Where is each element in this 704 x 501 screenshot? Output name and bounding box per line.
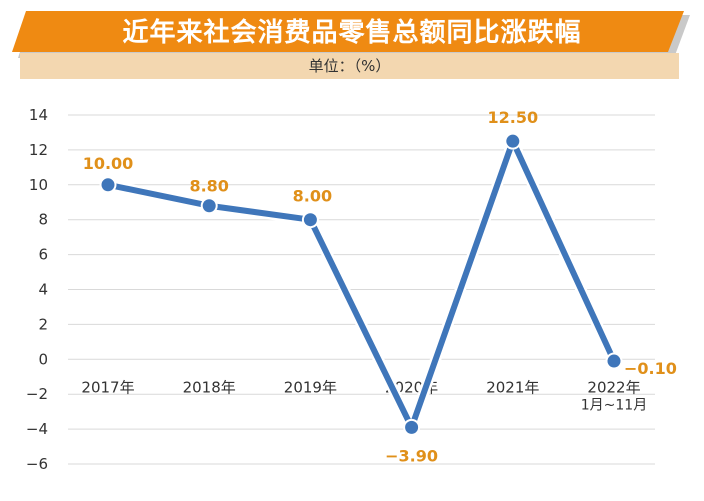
- x-category-label: 1月~11月: [581, 397, 647, 413]
- y-tick-label: −6: [26, 455, 48, 473]
- y-tick-label: 14: [29, 106, 48, 124]
- y-tick-label: 8: [38, 211, 48, 229]
- data-value-label: 12.50: [487, 108, 538, 127]
- data-value-label: −3.90: [385, 446, 438, 465]
- y-tick-label: 4: [38, 281, 48, 299]
- y-tick-label: 6: [38, 246, 48, 264]
- data-point: [607, 354, 621, 368]
- banner-shape: [12, 11, 690, 58]
- data-point: [303, 213, 317, 227]
- series-group: [99, 132, 623, 436]
- data-value-label: 8.80: [189, 177, 228, 196]
- y-tick-label: 2: [38, 315, 48, 333]
- value-labels: 10.00 8.80 8.00 −3.90 12.50 −0.10: [83, 108, 677, 465]
- data-point: [506, 134, 520, 148]
- data-point: [101, 178, 115, 192]
- x-category-label: 2018年: [183, 378, 236, 396]
- y-tick-label: 0: [38, 350, 48, 368]
- y-tick-label: 10: [29, 176, 48, 194]
- y-axis-ticks: 14 12 10 8 6 4 2 0 −2 −4 −6: [26, 106, 48, 473]
- unit-label: 单位：（%）: [20, 53, 679, 79]
- series-line: [107, 138, 617, 431]
- x-category-label: 2017年: [81, 378, 134, 396]
- title-banner: 近年来社会消费品零售总额同比涨跌幅 单位：（%）: [0, 0, 704, 86]
- data-value-label: 8.00: [293, 187, 332, 206]
- chart-title: 近年来社会消费品零售总额同比涨跌幅: [122, 18, 582, 48]
- y-tick-label: −2: [26, 385, 48, 403]
- x-category-label: 2019年: [284, 378, 337, 396]
- y-tick-label: −4: [26, 420, 48, 438]
- x-category-label: 2021年: [486, 378, 539, 396]
- data-value-label: 10.00: [83, 154, 134, 173]
- data-point: [202, 199, 216, 213]
- y-tick-label: 12: [29, 141, 48, 159]
- data-value-label: −0.10: [624, 359, 677, 378]
- grid: [68, 114, 655, 465]
- x-category-label: 2022年: [587, 378, 640, 396]
- data-point: [405, 420, 419, 434]
- banner-background: [12, 11, 684, 52]
